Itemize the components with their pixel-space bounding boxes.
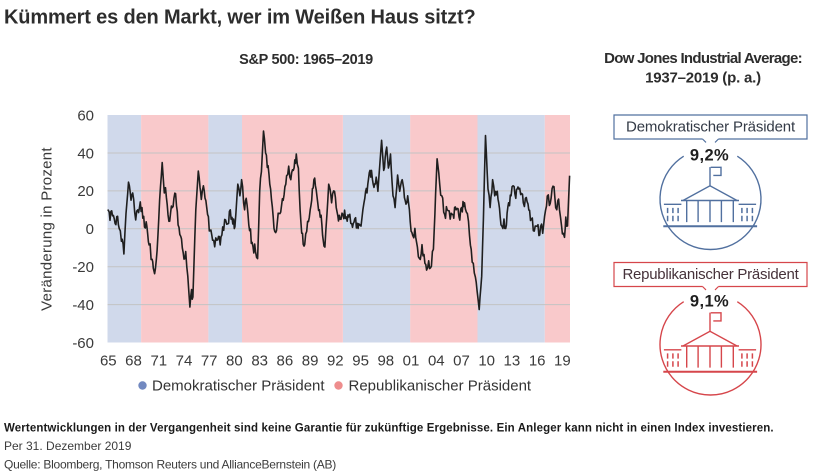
svg-text:19: 19 bbox=[554, 353, 571, 370]
svg-text:Republikanischer Präsident: Republikanischer Präsident bbox=[349, 378, 532, 395]
svg-text:Quelle: Bloomberg, Thomson Reu: Quelle: Bloomberg, Thomson Reuters und A… bbox=[4, 458, 336, 472]
svg-text:-60: -60 bbox=[72, 335, 94, 352]
svg-text:Veränderung in Prozent: Veränderung in Prozent bbox=[39, 147, 56, 311]
svg-text:01: 01 bbox=[403, 353, 420, 370]
svg-text:9,2%: 9,2% bbox=[690, 147, 729, 165]
svg-text:20: 20 bbox=[77, 183, 94, 200]
svg-text:1937–2019 (p. a.): 1937–2019 (p. a.) bbox=[645, 70, 761, 87]
svg-text:74: 74 bbox=[176, 353, 193, 370]
svg-text:86: 86 bbox=[277, 353, 294, 370]
svg-text:80: 80 bbox=[226, 353, 243, 370]
svg-text:9,1%: 9,1% bbox=[690, 293, 729, 311]
svg-text:04: 04 bbox=[428, 353, 445, 370]
svg-text:-20: -20 bbox=[72, 259, 94, 276]
svg-text:0: 0 bbox=[86, 221, 94, 238]
svg-text:68: 68 bbox=[125, 353, 142, 370]
svg-text:10: 10 bbox=[478, 353, 495, 370]
svg-text:Dow Jones Industrial Average:: Dow Jones Industrial Average: bbox=[604, 50, 802, 67]
svg-text:13: 13 bbox=[504, 353, 521, 370]
svg-text:77: 77 bbox=[201, 353, 218, 370]
svg-text:40: 40 bbox=[77, 145, 94, 162]
svg-text:71: 71 bbox=[150, 353, 167, 370]
svg-text:92: 92 bbox=[327, 353, 344, 370]
svg-text:S&P 500: 1965–2019: S&P 500: 1965–2019 bbox=[239, 52, 373, 68]
svg-text:Republikanischer Präsident: Republikanischer Präsident bbox=[622, 266, 799, 283]
svg-text:60: 60 bbox=[77, 107, 94, 124]
svg-text:98: 98 bbox=[377, 353, 394, 370]
svg-text:Per 31. Dezember 2019: Per 31. Dezember 2019 bbox=[4, 439, 132, 453]
svg-text:Kümmert es den Markt, wer im W: Kümmert es den Markt, wer im Weißen Haus… bbox=[4, 7, 476, 29]
svg-text:07: 07 bbox=[453, 353, 470, 370]
svg-text:-40: -40 bbox=[72, 297, 94, 314]
svg-text:65: 65 bbox=[100, 353, 117, 370]
svg-text:Wertentwicklungen in der Verga: Wertentwicklungen in der Vergangenheit s… bbox=[4, 423, 774, 435]
svg-text:83: 83 bbox=[251, 353, 268, 370]
svg-text:Demokratischer Präsident: Demokratischer Präsident bbox=[626, 119, 796, 136]
svg-text:16: 16 bbox=[529, 353, 546, 370]
svg-text:95: 95 bbox=[352, 353, 369, 370]
svg-text:89: 89 bbox=[302, 353, 319, 370]
svg-text:Demokratischer Präsident: Demokratischer Präsident bbox=[152, 378, 325, 395]
